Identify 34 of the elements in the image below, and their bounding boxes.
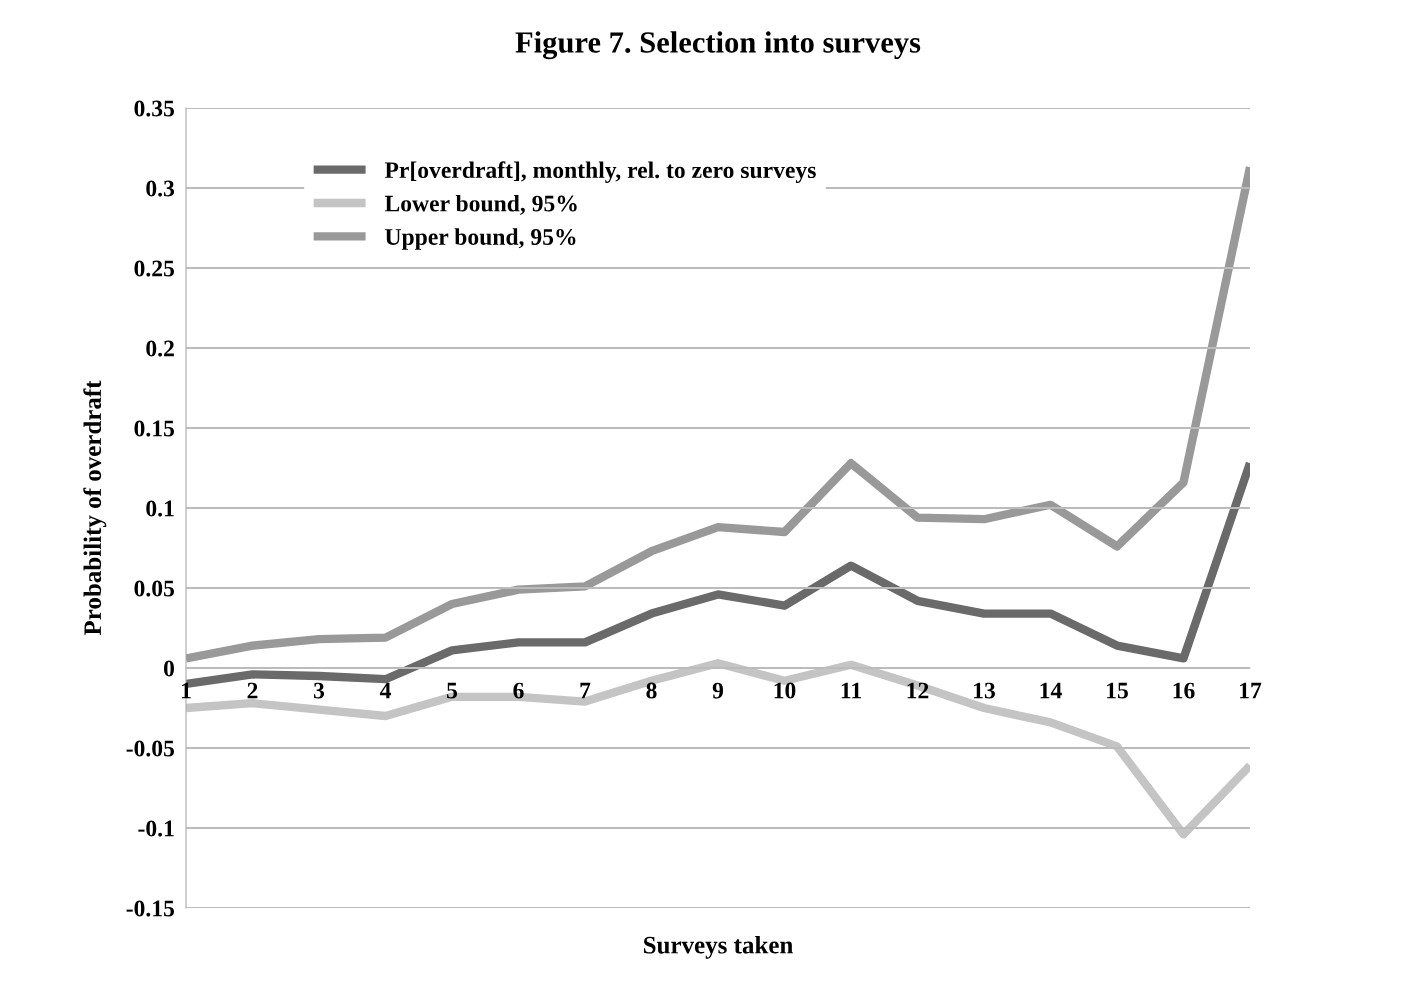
y-tick-label: 0.2 — [146, 340, 174, 357]
x-tick-label: 15 — [1107, 682, 1128, 699]
y-tick-label: 0 — [163, 660, 174, 677]
x-tick-label: 1 — [181, 682, 191, 699]
x-tick-label: 10 — [774, 682, 796, 699]
x-axis-title: Surveys taken — [643, 936, 793, 959]
x-tick-label: 4 — [379, 682, 391, 699]
x-tick-label: 12 — [907, 682, 929, 699]
y-tick-label: 0.3 — [146, 180, 175, 197]
x-tick-label: 6 — [513, 682, 524, 699]
legend-label: Pr[overdraft], monthly, rel. to zero surveys — [384, 161, 816, 183]
legend-label: Lower bound, 95% — [384, 194, 577, 215]
y-tick-label: 0.15 — [134, 420, 175, 437]
x-tick-label: 5 — [447, 682, 458, 699]
x-tick-label: 17 — [1240, 682, 1262, 699]
y-tick-label: -0.15 — [126, 900, 175, 917]
x-tick-label: 13 — [974, 682, 995, 699]
y-tick-label: 0.1 — [146, 500, 174, 517]
x-tick-label: 9 — [712, 682, 724, 699]
x-tick-label: 3 — [313, 682, 325, 699]
x-tick-label: 8 — [646, 682, 657, 699]
y-tick-label: -0.1 — [138, 820, 174, 837]
y-tick-label: 0.05 — [134, 580, 175, 597]
y-tick-label: 0.25 — [134, 260, 175, 277]
x-tick-label: 16 — [1173, 682, 1195, 699]
x-tick-label: 11 — [841, 682, 861, 699]
x-tick-label: 14 — [1040, 682, 1062, 699]
y-axis-title: Probability of overdraft — [83, 380, 107, 636]
legend-label: Upper bound, 95% — [385, 228, 576, 250]
x-tick-label: 7 — [580, 682, 591, 699]
chart-title: Figure 7. Selection into surveys — [515, 31, 921, 60]
y-tick-label: 0.35 — [134, 100, 175, 117]
y-tick-label: -0.05 — [126, 740, 175, 757]
x-tick-label: 2 — [247, 682, 258, 699]
